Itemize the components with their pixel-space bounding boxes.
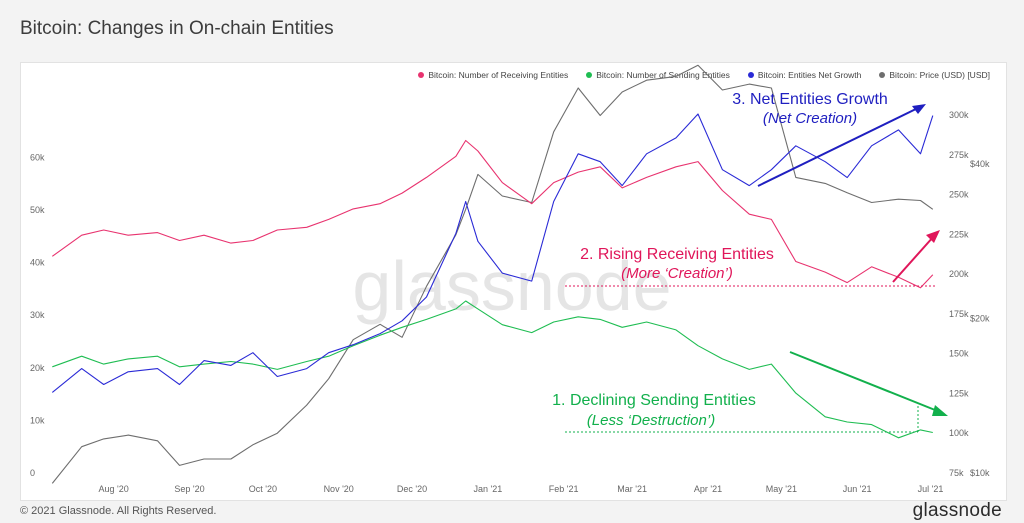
right-axis-tick: 175k <box>949 309 969 319</box>
x-axis-tick: Sep '20 <box>174 484 204 494</box>
net-growth-arrowhead <box>912 104 926 114</box>
right-axis-tick: 250k <box>949 190 969 200</box>
legend-swatch <box>586 72 593 78</box>
annotation-sending-subtitle: (Less ‘Destruction’) <box>587 412 715 429</box>
legend-label: Bitcoin: Number of Receiving Entities <box>428 70 569 80</box>
annotation-net-subtitle: (Net Creation) <box>763 110 857 127</box>
copyright-text: © 2021 Glassnode. All Rights Reserved. <box>20 505 217 517</box>
right-axis-tick: 75k <box>949 468 964 478</box>
legend-swatch <box>747 72 754 78</box>
annotation-receiving-title: 2. Rising Receiving Entities <box>580 246 774 263</box>
x-axis-tick: Dec '20 <box>397 484 427 494</box>
annotation-receiving-subtitle: (More ‘Creation’) <box>621 265 733 282</box>
left-axis-tick: 50k <box>30 205 45 215</box>
legend-swatch <box>418 72 425 78</box>
left-axis-tick: 30k <box>30 310 45 320</box>
left-axis-tick: 60k <box>30 152 45 162</box>
annotation-net-title: 3. Net Entities Growth <box>732 91 888 108</box>
right-axis-tick: 225k <box>949 229 969 239</box>
x-axis-tick: Feb '21 <box>549 484 579 494</box>
sending-entities-line <box>52 300 933 439</box>
x-axis-tick: Apr '21 <box>694 484 722 494</box>
x-axis-tick: Aug '20 <box>99 484 129 494</box>
price-axis-tick: $10k <box>970 468 990 478</box>
x-axis-tick: Jan '21 <box>473 484 502 494</box>
legend-label: Bitcoin: Number of Sending Entities <box>596 70 730 80</box>
price-axis-tick: $20k <box>970 314 990 324</box>
receiving-arrowhead <box>926 230 940 243</box>
x-axis-tick: Oct '20 <box>249 484 277 494</box>
left-axis-tick: 0 <box>30 468 35 478</box>
chart-legend: Bitcoin: Number of Receiving Entities Bit… <box>418 70 990 80</box>
price-axis-tick: $40k <box>970 159 990 169</box>
receiving-entities-line <box>51 139 934 289</box>
legend-label: Bitcoin: Entities Net Growth <box>757 70 862 80</box>
x-axis-tick: Mar '21 <box>617 484 647 494</box>
legend-label: Bitcoin: Price (USD) [USD] <box>889 70 990 80</box>
sending-arrow <box>789 351 941 413</box>
annotation-sending-title: 1. Declining Sending Entities <box>552 392 756 409</box>
net-growth-arrow <box>757 106 921 187</box>
x-axis-tick: Jul '21 <box>918 484 944 494</box>
left-axis-tick: 20k <box>30 363 45 373</box>
right-axis-tick: 150k <box>949 349 969 359</box>
x-axis-tick: Nov '20 <box>324 484 354 494</box>
right-axis-tick: 300k <box>949 110 969 120</box>
receiving-arrow <box>892 235 935 283</box>
left-axis-tick: 10k <box>30 415 45 425</box>
x-axis-tick: Jun '21 <box>843 484 872 494</box>
right-axis-tick: 100k <box>949 428 969 438</box>
x-axis-tick: May '21 <box>766 484 797 494</box>
right-axis-tick: 275k <box>949 150 969 160</box>
price-line <box>51 64 934 484</box>
glassnode-logo[interactable]: glassnode <box>912 500 1002 521</box>
legend-swatch <box>879 72 886 78</box>
left-axis-tick: 40k <box>30 258 45 268</box>
legend-item[interactable]: Bitcoin: Number of Receiving Entities <box>418 70 568 80</box>
chart-panel <box>20 62 1007 501</box>
net-growth-line <box>51 113 934 393</box>
right-axis-tick: 200k <box>949 269 969 279</box>
right-axis-tick: 125k <box>949 388 969 398</box>
legend-item[interactable]: Bitcoin: Price (USD) [USD] <box>879 70 990 80</box>
legend-item[interactable]: Bitcoin: Number of Sending Entities <box>586 70 730 80</box>
page-title: Bitcoin: Changes in On-chain Entities <box>20 18 334 39</box>
legend-item[interactable]: Bitcoin: Entities Net Growth <box>747 70 862 80</box>
sending-arrowhead <box>932 405 948 416</box>
